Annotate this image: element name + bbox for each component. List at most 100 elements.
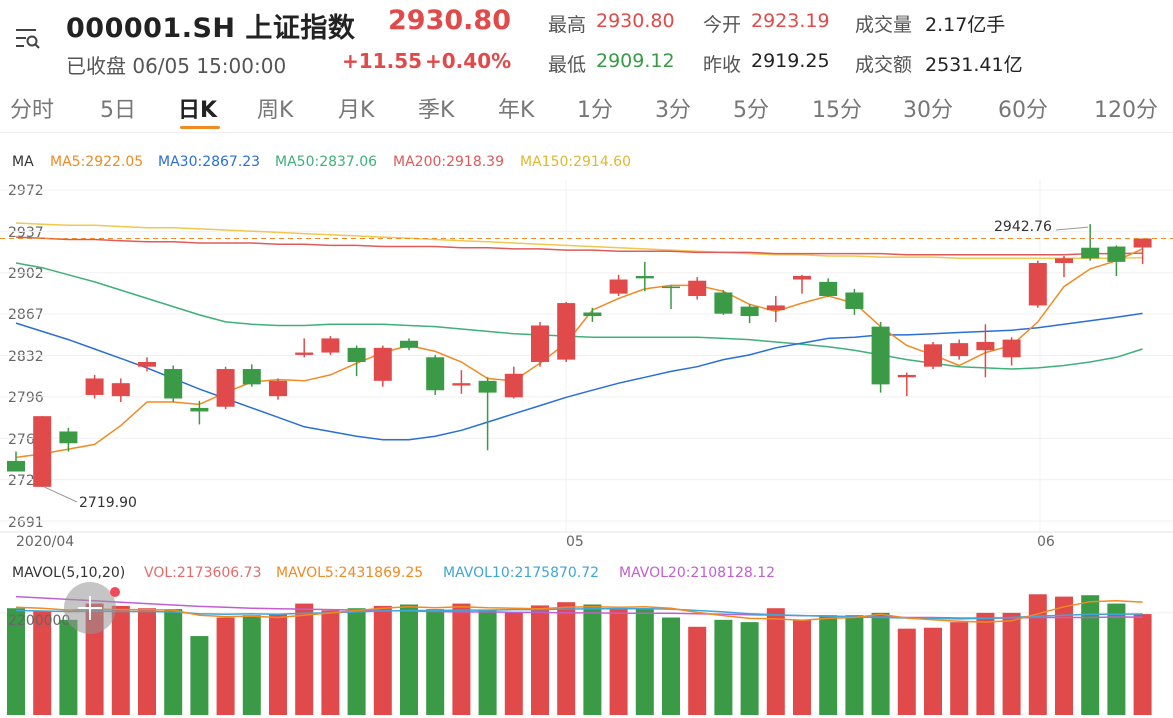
volume-bar <box>557 602 576 715</box>
candle-body <box>635 275 654 279</box>
ma50-line <box>15 262 1143 370</box>
volume-bar <box>164 609 183 715</box>
mavol10-legend: MAVOL10:2175870.72 <box>443 565 600 581</box>
ma50-legend: MA50:2837.06 <box>275 154 378 170</box>
tab-5day[interactable]: 5日 <box>100 98 136 123</box>
tab-monthly-k[interactable]: 月K <box>338 98 375 123</box>
volume-bar <box>400 604 418 715</box>
volume-bar <box>871 612 890 715</box>
ma150-line <box>15 222 1143 260</box>
volume-bars <box>7 594 1152 715</box>
crosshair-button[interactable] <box>64 582 116 634</box>
x-axis-label: 05 <box>566 534 584 550</box>
candle-body <box>924 344 942 367</box>
divider <box>0 132 1173 133</box>
candle-body <box>609 279 628 294</box>
mavol20-legend: MAVOL20:2108128.12 <box>619 565 776 581</box>
volume-bar <box>583 604 602 715</box>
volume-bar <box>662 617 680 715</box>
volume-bar <box>1107 603 1126 715</box>
candle-body <box>426 357 445 391</box>
candle-body <box>1028 263 1047 306</box>
mavol-lines <box>15 595 1143 623</box>
candle-body <box>871 326 890 385</box>
volume-bar <box>740 622 759 715</box>
vol-legend: VOL:2173606.73 <box>144 565 262 581</box>
candle-body <box>7 460 25 472</box>
volume-bar <box>138 608 156 715</box>
volume-label: 成交量 <box>855 14 913 36</box>
amount-label: 成交额 <box>855 54 913 76</box>
mavol5-legend: MAVOL5:2431869.25 <box>276 565 424 581</box>
tab-yearly-k[interactable]: 年K <box>498 98 535 123</box>
y-tick-label: 2691 <box>8 515 44 531</box>
volume-bar <box>1028 594 1047 715</box>
menu-icon[interactable] <box>14 26 40 50</box>
candle-body <box>190 407 209 412</box>
tab-quarterly-k[interactable]: 季K <box>418 98 455 123</box>
tab-timeshare[interactable]: 分时 <box>10 98 55 123</box>
candle-body <box>583 312 602 317</box>
candle-body <box>373 347 392 381</box>
volume-bar <box>766 608 785 715</box>
candle-body <box>897 374 916 378</box>
tab-30min[interactable]: 30分 <box>903 98 953 123</box>
mavol20-line <box>15 595 1143 619</box>
candles <box>7 224 1152 487</box>
volume-bar <box>452 603 471 715</box>
ma-legend-label: MA <box>12 154 34 170</box>
volume-bar <box>688 626 707 715</box>
volume-bar <box>897 628 916 715</box>
volume-bar <box>1055 596 1073 715</box>
tab-3min[interactable]: 3分 <box>655 98 691 123</box>
stock-title: 000001.SH 上证指数 <box>66 13 356 44</box>
volume-bar <box>295 603 314 715</box>
active-tab-indicator <box>180 126 220 129</box>
candle-body <box>400 340 418 348</box>
vol-y-tick-label: 2200000 <box>8 613 71 629</box>
price-change: +11.55 <box>342 49 423 73</box>
low-marker-label: 2719.90 <box>79 495 137 511</box>
open-label: 今开 <box>703 14 742 36</box>
volume-chart[interactable] <box>0 585 1173 718</box>
candlestick-chart[interactable] <box>0 180 1173 560</box>
low-value: 2909.12 <box>596 50 675 72</box>
volume-bar <box>478 610 497 715</box>
candle-body <box>164 369 183 399</box>
tab-weekly-k[interactable]: 周K <box>257 98 294 123</box>
tab-120min[interactable]: 120分 <box>1094 98 1158 123</box>
tab-60min[interactable]: 60分 <box>998 98 1048 123</box>
prev-close-value: 2919.25 <box>751 50 830 72</box>
candle-body <box>976 341 995 351</box>
volume-bar <box>819 615 838 715</box>
tab-15min[interactable]: 15分 <box>812 98 862 123</box>
volume-bar <box>242 615 261 715</box>
candle-body <box>111 383 130 397</box>
mavol-legend-label: MAVOL(5,10,20) <box>12 565 126 581</box>
volume-bar <box>190 636 209 715</box>
candle-body <box>321 338 340 353</box>
volume-bar <box>504 612 523 715</box>
candle-body <box>766 305 785 311</box>
mavol5-line <box>15 600 1143 623</box>
candle-body <box>478 380 497 393</box>
volume-bar <box>321 610 340 715</box>
candle-body <box>662 286 680 289</box>
candle-body <box>1081 247 1100 259</box>
candle-body <box>950 343 969 357</box>
crosshair-icon <box>78 596 102 620</box>
low-label: 最低 <box>548 54 587 76</box>
low-marker-leader <box>43 486 78 503</box>
volume-bar <box>714 619 733 715</box>
price-markers <box>0 226 1173 503</box>
volume-bar <box>426 609 445 715</box>
candle-body <box>216 369 235 407</box>
current-price: 2930.80 <box>388 5 511 36</box>
ma5-legend: MA5:2922.05 <box>50 154 144 170</box>
volume-bar <box>33 610 52 715</box>
tab-daily-k[interactable]: 日K <box>178 98 218 123</box>
tab-1min[interactable]: 1分 <box>577 98 613 123</box>
tab-5min[interactable]: 5分 <box>733 98 769 123</box>
notification-dot <box>110 587 120 597</box>
candle-body <box>59 431 78 444</box>
